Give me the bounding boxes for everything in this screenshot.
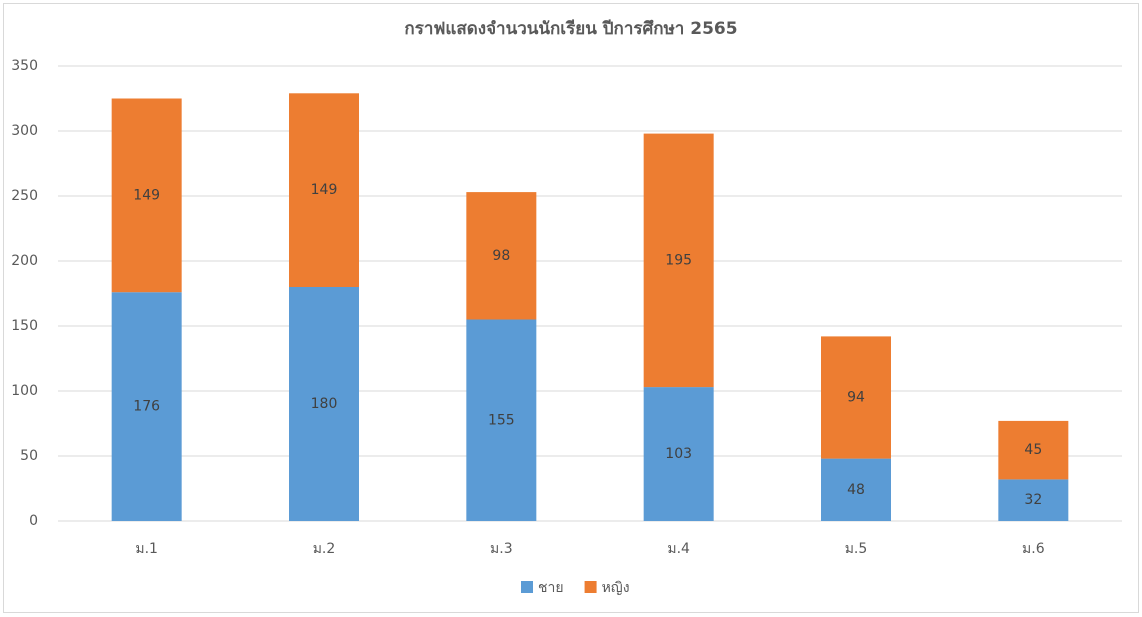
- bar-segment: [998, 479, 1069, 521]
- bar-segment: [466, 192, 537, 320]
- data-label: 180: [311, 396, 338, 412]
- data-label: 45: [1024, 442, 1042, 458]
- data-label: 195: [665, 252, 692, 268]
- bar-segment: [643, 387, 714, 521]
- bar-segment: [643, 133, 714, 388]
- y-tick-label: 250: [11, 188, 38, 204]
- x-tick-label: ม.4: [667, 541, 690, 557]
- bar-segment: [111, 292, 182, 521]
- bar-segment: [821, 336, 891, 459]
- bar-segment: [111, 98, 182, 293]
- bar-segment: [998, 420, 1069, 480]
- bar-segment: [289, 287, 359, 521]
- bar-segment: [821, 458, 891, 521]
- y-tick-label: 100: [11, 383, 38, 399]
- x-tick-label: ม.2: [313, 541, 336, 557]
- y-tick-label: 300: [11, 123, 38, 139]
- y-tick-label: 150: [11, 318, 38, 334]
- bar-segment: [289, 93, 359, 287]
- y-tick-label: 350: [11, 58, 38, 74]
- legend-swatch: [584, 581, 597, 593]
- y-tick-label: 0: [29, 513, 38, 529]
- data-label: 149: [133, 187, 160, 203]
- y-tick-label: 200: [11, 253, 38, 269]
- data-label: 103: [665, 446, 692, 462]
- data-label: 149: [311, 182, 338, 198]
- legend-label: ชาย: [538, 580, 564, 596]
- x-tick-label: ม.1: [135, 541, 158, 557]
- data-label: 155: [488, 412, 515, 428]
- data-label: 98: [492, 248, 510, 264]
- legend-label: หญิง: [602, 580, 630, 596]
- legend-swatch: [521, 581, 533, 593]
- y-tick-label: 50: [20, 448, 38, 464]
- x-tick-label: ม.3: [490, 541, 513, 557]
- data-label: 32: [1024, 492, 1042, 508]
- x-tick-label: ม.5: [845, 541, 868, 557]
- data-label: 176: [133, 399, 160, 415]
- data-label: 48: [847, 482, 865, 498]
- chart-title: กราฟแสดงจำนวนนักเรียน ปีการศึกษา 2565: [404, 18, 737, 39]
- bar-segment: [466, 319, 537, 521]
- x-tick-label: ม.6: [1022, 541, 1045, 557]
- data-label: 94: [847, 390, 865, 406]
- chart-border: [3, 3, 1139, 613]
